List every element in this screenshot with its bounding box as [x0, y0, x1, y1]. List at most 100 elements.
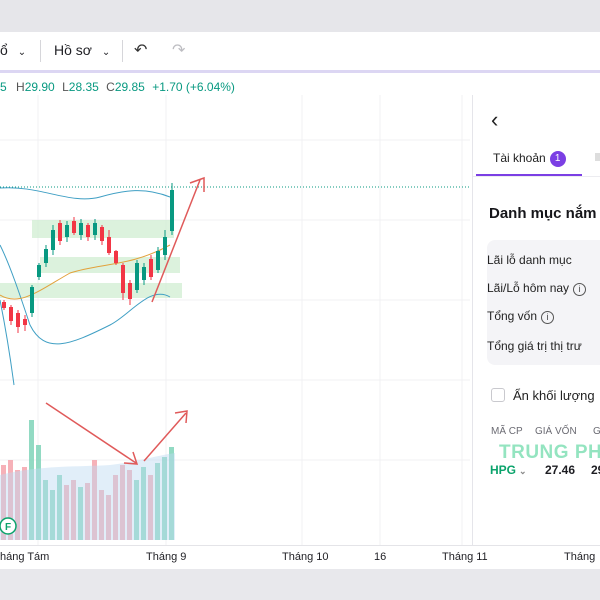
candle-body: [37, 265, 41, 277]
hide-volume-label: Ẩn khối lượng: [513, 388, 595, 403]
candle-body: [23, 319, 27, 325]
candle-body: [121, 265, 125, 293]
info-icon[interactable]: i: [541, 311, 555, 324]
bollinger-upper: [0, 187, 171, 200]
volume-bar: [106, 495, 111, 540]
volume-bar: [15, 470, 20, 540]
profile-label: Hồ sơ: [54, 42, 92, 58]
close-label: C: [106, 80, 115, 94]
volume-bar: [57, 475, 62, 540]
candlesticks: [2, 183, 174, 333]
tab-divider: [473, 176, 600, 177]
candle-body: [156, 251, 160, 270]
ohlc-prefix: 5: [0, 80, 7, 94]
summary-row: Tổng vốn i: [487, 309, 555, 324]
info-icon[interactable]: i: [573, 283, 587, 296]
volume-bar: [120, 465, 125, 540]
bottom-strip: [0, 569, 600, 600]
column-header: GI: [593, 426, 600, 437]
interval-label: ổ: [0, 42, 8, 58]
hide-volume-toggle[interactable]: Ẩn khối lượng: [491, 388, 595, 403]
candle-body: [65, 225, 69, 237]
event-marker-letter: F: [5, 522, 11, 533]
candle-body: [30, 287, 34, 313]
time-axis: háng Tám Tháng 9 Tháng 10 16 Tháng 11 Th…: [0, 545, 600, 570]
candle-body: [44, 249, 48, 263]
price-chart[interactable]: F: [0, 95, 470, 545]
active-tab-indicator: [476, 174, 582, 176]
ticker-symbol: HPG: [490, 463, 517, 477]
column-header: GIÁ VỐN: [535, 426, 577, 437]
chevron-left-icon[interactable]: ‹: [491, 107, 499, 132]
summary-row: Tổng giá trị thị trư: [487, 339, 582, 353]
volume-bar: [148, 475, 153, 540]
portfolio-panel: ‹ Tài khoản 1 Danh mục nắm Lãi lỗ danh mụ…: [472, 95, 600, 545]
holding-cost: 27.46: [545, 463, 576, 477]
redo-icon[interactable]: ↷: [172, 42, 186, 59]
holding-ticker[interactable]: HPG ⌄: [490, 463, 527, 477]
summary-row: Lãi lỗ danh mục: [487, 253, 572, 267]
volume-arrow-up: [143, 410, 188, 462]
bollinger-lower-left: [0, 299, 15, 386]
interval-dropdown[interactable]: ổ ⌄: [0, 42, 26, 58]
candle-body: [51, 230, 55, 250]
hide-volume-checkbox[interactable]: [491, 388, 505, 402]
time-axis-label: Tháng 10: [282, 551, 329, 563]
browser-top-strip: [0, 0, 600, 32]
low-label: L: [62, 80, 69, 94]
volume-arrow-down: [45, 402, 139, 465]
bollinger-lower: [0, 244, 171, 345]
low-value: 28.35: [68, 80, 99, 94]
change-value: +1.70 (+6.04%): [152, 80, 235, 94]
time-axis-label: Tháng: [564, 551, 596, 563]
tab-account[interactable]: Tài khoản 1: [493, 151, 566, 167]
candle-body: [93, 223, 97, 235]
toolbar-divider: [40, 40, 41, 62]
candle-body: [100, 227, 104, 241]
close-value: 29.85: [114, 80, 145, 94]
volume-ma-area: [0, 453, 175, 540]
time-axis-label: Tháng 11: [442, 551, 488, 563]
candle-body: [163, 237, 167, 255]
profile-dropdown[interactable]: Hồ sơ ⌄: [54, 42, 110, 58]
volume-bar: [8, 460, 13, 540]
candle-body: [58, 223, 62, 241]
volume-bars: [1, 420, 174, 540]
volume-bar: [155, 463, 160, 540]
candle-body: [107, 237, 111, 253]
candle-body: [170, 190, 174, 231]
volume-bar: [64, 485, 69, 540]
volume-bar: [78, 487, 83, 540]
candle-body: [79, 223, 83, 235]
toolbar-divider: [122, 40, 123, 62]
volume-bar: [134, 480, 139, 540]
candle-body: [2, 302, 6, 308]
row-label: Lãi/Lỗ hôm nay: [487, 281, 570, 295]
volume-bar: [36, 445, 41, 540]
panel-title: Danh mục nắm: [489, 205, 597, 222]
ohlc-readout: 5 H29.90 L28.35 C29.85 +1.70 (+6.04%): [0, 80, 235, 94]
event-marker[interactable]: F: [0, 517, 17, 535]
undo-icon[interactable]: ↶: [134, 42, 148, 59]
candle-body: [9, 307, 13, 321]
tab-next[interactable]: [595, 153, 600, 161]
tab-badge: 1: [549, 151, 566, 167]
candle-body: [142, 267, 146, 280]
volume-bar: [1, 465, 6, 540]
chevron-down-icon: ⌄: [519, 466, 527, 476]
moving-average: [0, 244, 171, 300]
column-header: MÃ CP: [491, 426, 523, 437]
volume-bar: [162, 457, 167, 540]
candle-body: [86, 225, 90, 237]
high-value: 29.90: [24, 80, 55, 94]
candle-body: [128, 283, 132, 299]
volume-bar: [92, 460, 97, 540]
trend-arrow: [151, 176, 205, 303]
candle-body: [72, 221, 76, 233]
holding-price: 29: [591, 463, 600, 477]
volume-bar: [71, 480, 76, 540]
candle-body: [149, 259, 153, 277]
volume-bar: [169, 447, 174, 540]
row-label: Tổng giá trị thị trư: [487, 339, 582, 353]
